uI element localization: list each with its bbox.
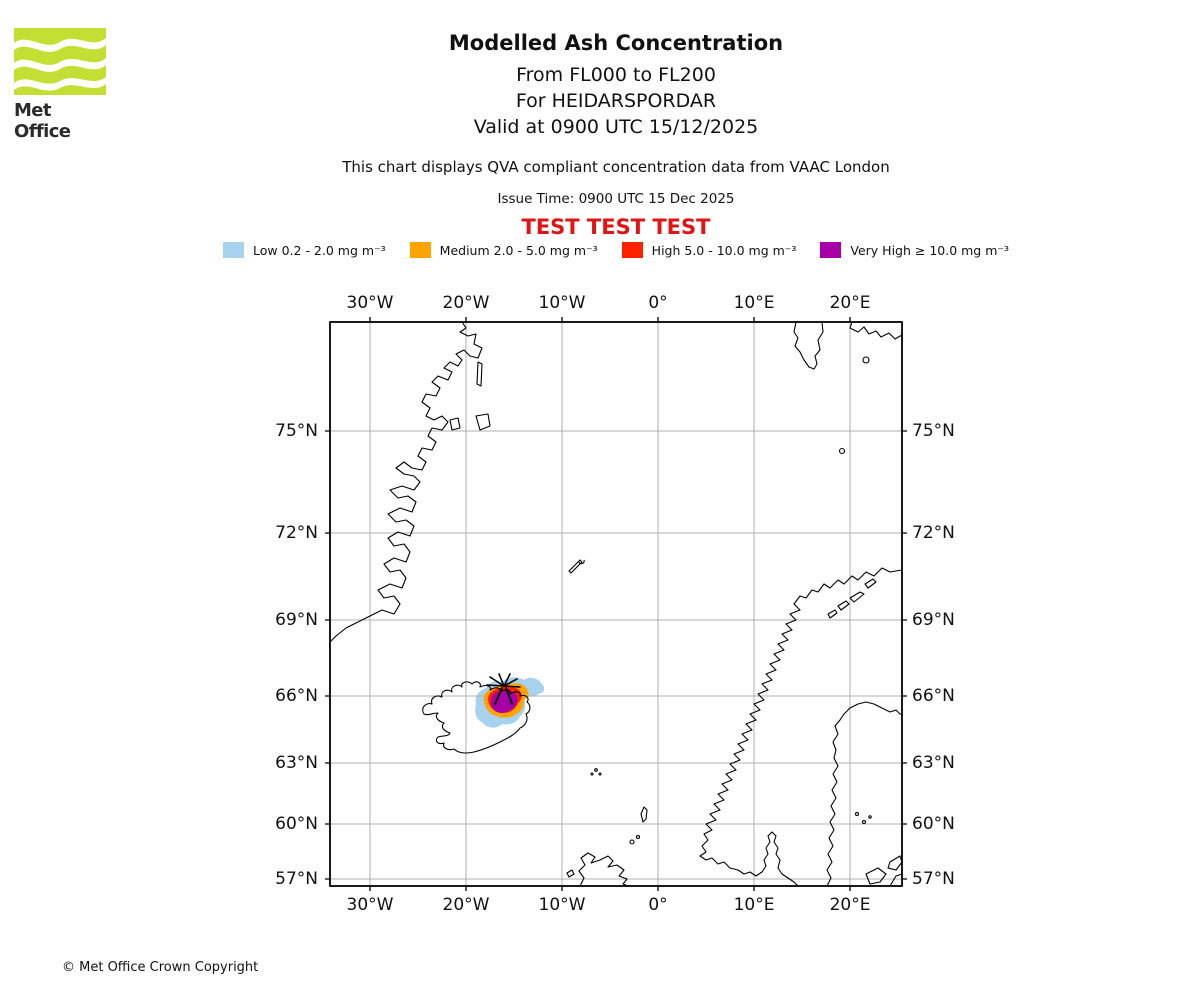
copyright-notice: © Met Office Crown Copyright	[62, 960, 259, 975]
legend-item-low: Low 0.2 - 2.0 mg m⁻³	[223, 242, 386, 258]
lon-tick-label-top: 10°W	[538, 293, 586, 313]
subtitle-valid-time: Valid at 0900 UTC 15/12/2025	[473, 116, 759, 138]
lat-tick-label-right: 60°N	[912, 814, 955, 834]
test-banner: TEST TEST TEST	[521, 215, 711, 239]
subtitle-volcano: For HEIDARSPORDAR	[515, 90, 717, 112]
lat-tick-label-right: 66°N	[912, 686, 955, 706]
legend-label-very-high: Very High ≥ 10.0 mg m⁻³	[850, 242, 1009, 258]
baltic-islet-outline	[861, 819, 867, 825]
iceland-coastline	[422, 681, 531, 754]
greenland-coastline	[329, 321, 491, 643]
coastlines	[329, 321, 903, 887]
lon-tick-label-bottom: 0°	[648, 895, 668, 915]
scandinavia-coastline	[699, 567, 903, 887]
logo-wave-2	[14, 58, 106, 72]
faroe-outline	[590, 772, 594, 776]
lon-tick-label-bottom: 10°E	[733, 895, 775, 915]
baltic-islet-outline	[854, 811, 860, 817]
logo-wave-3	[14, 77, 106, 91]
legend-swatch-very-high	[820, 242, 842, 258]
legend-swatch-high	[621, 242, 643, 258]
lon-tick-label-top: 10°E	[733, 293, 775, 313]
lon-tick-label-bottom: 20°E	[829, 895, 871, 915]
issue-time: Issue Time: 0900 UTC 15 Dec 2025	[497, 191, 735, 207]
map-panel	[325, 317, 907, 891]
lat-tick-label-left: 75°N	[275, 421, 318, 441]
island-outline	[862, 356, 870, 364]
lat-tick-label-right: 69°N	[912, 610, 955, 630]
legend-item-high: High 5.0 - 10.0 mg m⁻³	[621, 242, 797, 258]
baltic-islands-coastline	[865, 855, 903, 887]
plume-very-high-area	[490, 690, 518, 713]
map-border	[329, 321, 903, 887]
legend-label-low: Low 0.2 - 2.0 mg m⁻³	[253, 242, 386, 258]
ash-map	[325, 317, 907, 891]
lat-tick-label-right: 57°N	[912, 869, 955, 889]
orkney-outline	[635, 834, 641, 840]
lat-tick-label-right: 72°N	[912, 523, 955, 543]
lon-tick-label-top: 20°W	[442, 293, 490, 313]
page-title: Modelled Ash Concentration	[448, 31, 784, 55]
bear-island-outline	[838, 447, 846, 455]
legend: Low 0.2 - 2.0 mg m⁻³ Medium 2.0 - 5.0 mg…	[32, 242, 1200, 258]
lat-tick-label-left: 60°N	[275, 814, 318, 834]
map-border-ticks	[325, 317, 907, 891]
faroe-outline	[598, 772, 602, 776]
lon-tick-label-top: 0°	[648, 293, 668, 313]
subtitle-flight-levels: From FL000 to FL200	[516, 64, 716, 86]
lat-tick-label-left: 66°N	[275, 686, 318, 706]
qva-note: This chart displays QVA compliant concen…	[342, 158, 890, 176]
lat-tick-label-left: 63°N	[275, 753, 318, 773]
lon-tick-label-bottom: 20°W	[442, 895, 490, 915]
lofoten-islands-coastline	[827, 578, 877, 619]
lon-tick-label-top: 20°E	[829, 293, 871, 313]
logo-wave-1	[14, 38, 106, 52]
met-office-logo: Met Office	[14, 28, 110, 142]
lat-tick-label-left: 72°N	[275, 523, 318, 543]
legend-swatch-medium	[409, 242, 431, 258]
legend-label-high: High 5.0 - 10.0 mg m⁻³	[651, 242, 797, 258]
legend-label-medium: Medium 2.0 - 5.0 mg m⁻³	[439, 242, 598, 258]
lon-tick-label-bottom: 30°W	[346, 895, 394, 915]
graticule	[330, 322, 902, 886]
baltic-islet-outline	[868, 815, 872, 819]
volcano-eruption-icon	[486, 673, 521, 705]
legend-item-medium: Medium 2.0 - 5.0 mg m⁻³	[409, 242, 598, 258]
jan-mayen-coastline	[568, 559, 585, 574]
scotland-coastline	[566, 806, 648, 887]
svalbard-coastline	[793, 321, 903, 370]
met-office-logo-icon	[14, 28, 106, 95]
lon-tick-label-top: 30°W	[346, 293, 394, 313]
lat-tick-label-left: 57°N	[275, 869, 318, 889]
legend-item-very-high: Very High ≥ 10.0 mg m⁻³	[820, 242, 1009, 258]
legend-swatch-low	[223, 242, 244, 258]
orkney-outline	[629, 839, 635, 845]
logo-wordmark: Met Office	[14, 100, 71, 142]
lat-tick-label-right: 75°N	[912, 421, 955, 441]
lat-tick-label-left: 69°N	[275, 610, 318, 630]
lon-tick-label-bottom: 10°W	[538, 895, 586, 915]
faroe-outline	[594, 768, 598, 772]
lat-tick-label-right: 63°N	[912, 753, 955, 773]
